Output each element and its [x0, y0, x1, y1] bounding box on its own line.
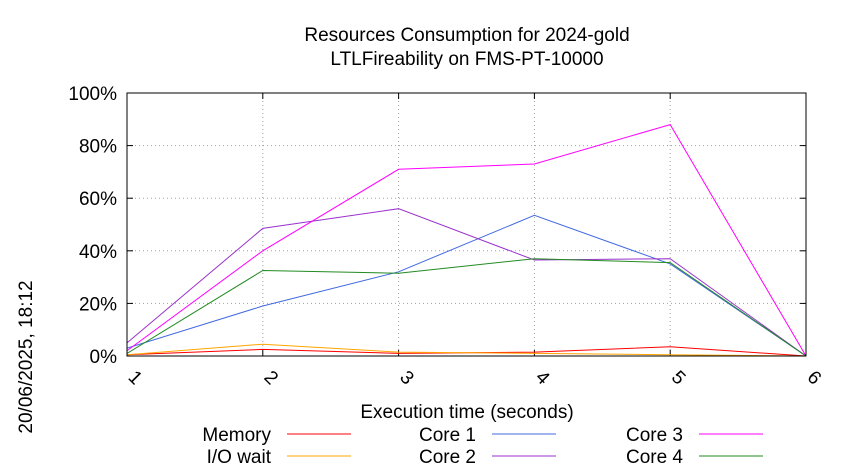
y-tick-label: 100% [68, 84, 117, 105]
chart-title-line-1: Resources Consumption for 2024-gold [304, 25, 629, 46]
x-tick-label: 2 [260, 367, 282, 389]
x-tick-label: 6 [803, 367, 825, 389]
legend-label-memory: Memory [202, 425, 271, 446]
x-tick-label: 3 [395, 367, 417, 389]
y-tick-label: 0% [90, 347, 118, 368]
plot-frame [126, 92, 807, 357]
series-line-core-2 [126, 208, 807, 357]
series-line-core-3 [126, 124, 807, 357]
series-line-core-1 [126, 214, 807, 357]
timestamp-label: 20/06/2025, 18:12 [16, 280, 37, 433]
series-lines [126, 124, 807, 357]
series-line-core-4 [126, 258, 807, 357]
y-axis-ticks: 0% 20% 40% 60% 80% 100% [68, 84, 806, 368]
legend-label-i-o-wait: I/O wait [207, 447, 272, 468]
legend-label-core-2: Core 2 [419, 447, 476, 468]
y-tick-label: 20% [79, 294, 117, 315]
y-tick-label: 60% [79, 189, 117, 210]
y-tick-label: 80% [79, 137, 117, 158]
legend-label-core-1: Core 1 [419, 425, 476, 446]
series-line-i-o-wait [126, 343, 807, 357]
x-axis-ticks: 1 2 3 4 5 6 [124, 93, 825, 390]
y-tick-label: 40% [79, 242, 117, 263]
x-axis-label: Execution time (seconds) [360, 402, 573, 423]
legend-label-core-4: Core 4 [626, 447, 683, 468]
x-tick-label: 1 [124, 367, 146, 389]
x-tick-label: 4 [531, 367, 554, 390]
legend-label-core-3: Core 3 [626, 425, 683, 446]
x-tick-label: 5 [667, 367, 689, 389]
chart-title-line-2: LTLFireability on FMS-PT-10000 [330, 49, 603, 70]
